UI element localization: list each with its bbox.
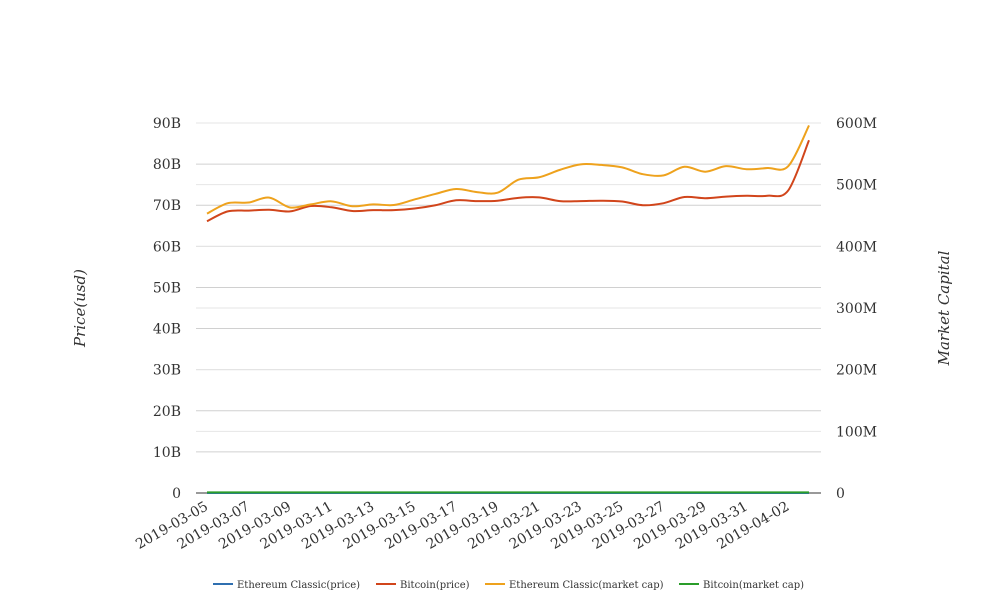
y-left-tick-label: 80B	[153, 157, 181, 173]
legend-label: Bitcoin(price)	[400, 580, 470, 591]
y-right-tick-label: 200M	[836, 363, 877, 379]
series-bitcoin-price	[206, 139, 810, 223]
y-left-tick-label: 70B	[153, 198, 181, 214]
y-right-tick-label: 0	[836, 486, 845, 502]
y-right-tick-label: 100M	[836, 424, 877, 440]
y-right-tick-label: 300M	[836, 301, 877, 317]
y-left-axis-title: Price(usd)	[71, 269, 89, 348]
y-left-tick-label: 50B	[153, 280, 181, 296]
left-axis-ticks: 0 10B 20B 30B 40B 50B 60B 70B 80B 90B	[153, 116, 181, 502]
legend-label: Ethereum Classic(price)	[237, 580, 360, 591]
y-right-tick-label: 400M	[836, 239, 877, 255]
y-left-tick-label: 0	[172, 486, 181, 502]
y-left-tick-label: 20B	[153, 404, 181, 420]
y-left-tick-label: 10B	[153, 445, 181, 461]
right-axis-ticks: 0 100M 200M 300M 400M 500M 600M	[836, 116, 877, 502]
y-right-axis-title: Market Capital	[935, 250, 953, 366]
gridlines	[196, 122, 821, 453]
y-right-tick-label: 600M	[836, 116, 877, 132]
y-left-tick-label: 90B	[153, 116, 181, 132]
legend-label: Ethereum Classic(market cap)	[509, 580, 664, 591]
legend-label: Bitcoin(market cap)	[703, 580, 804, 591]
series-lines	[206, 125, 810, 495]
series-ethereum-classic-market-cap	[206, 125, 810, 215]
x-axis-ticks: 2019-03-052019-03-072019-03-092019-03-11…	[133, 499, 792, 553]
legend: Ethereum Classic(price) Bitcoin(price) Eth…	[213, 580, 804, 591]
y-right-tick-label: 500M	[836, 178, 877, 194]
y-left-tick-label: 30B	[153, 363, 181, 379]
y-left-tick-label: 40B	[153, 322, 181, 338]
y-left-tick-label: 60B	[153, 239, 181, 255]
